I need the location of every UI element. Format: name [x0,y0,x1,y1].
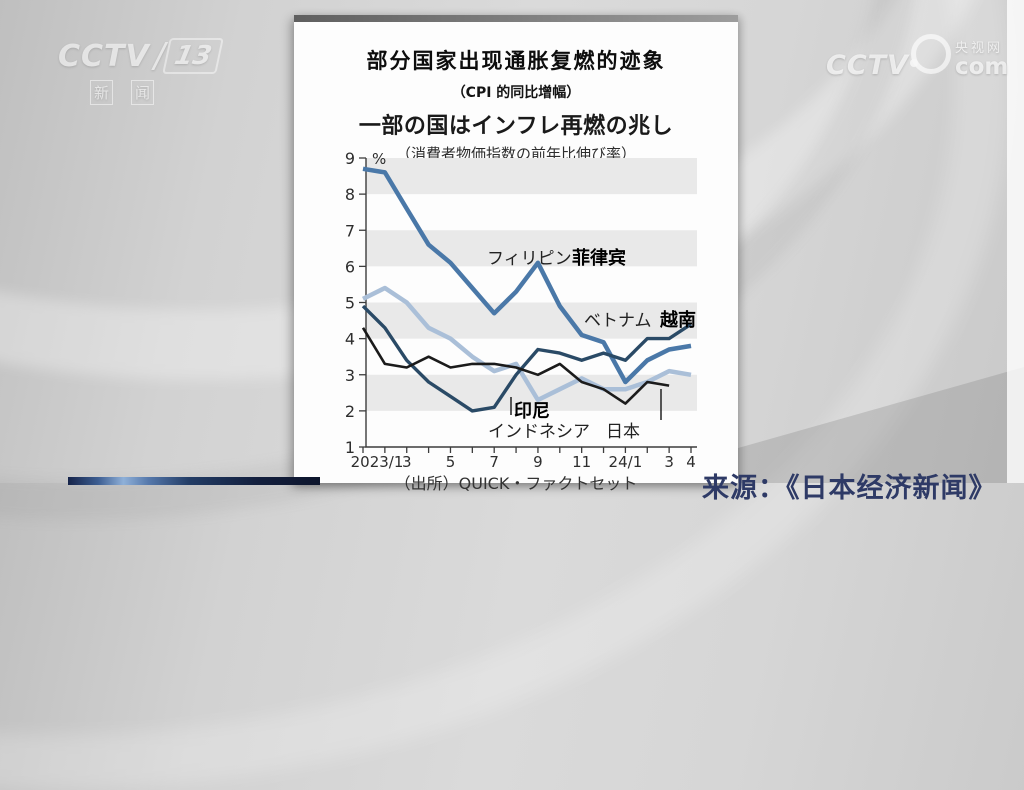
x-axis-label: 4 [686,453,696,471]
site-name: 央视网 [954,41,1003,56]
site-domain: com [954,54,1009,80]
cctv-wordmark: CCTV [826,50,909,81]
y-axis-label: 1 [345,438,355,457]
x-axis-label: 9 [533,453,543,471]
series-line-vietnam [361,304,692,413]
source-caption-zh: 来源：《日本经济新闻》 [702,473,997,504]
chart-subtitle-zh: （CPI 的同比增幅） [451,85,581,101]
x-axis-label: 2023/1 [351,453,404,471]
x-axis-label: 5 [446,453,456,471]
cctvcom-text: 央视网 com [954,41,1009,80]
series-annotation: 菲律宾 [572,247,626,269]
series-annotation: ベトナム [584,311,652,331]
chart-title-zh: 部分国家出现通胀复燃的迹象 [366,49,666,73]
lower-third-ticker-edge [68,477,320,485]
channel-name-char: 闻 [131,80,155,105]
x-axis-label: 24/1 [609,453,643,471]
x-axis-label: 3 [664,453,674,471]
y-axis-label: 4 [345,330,355,349]
channel-name-char: 新 [90,80,114,105]
cctv-wordmark: CCTV [58,38,150,74]
y-axis-label: 9 [345,149,355,168]
series-annotation: インドネシア [488,422,590,442]
x-axis-label: 3 [402,453,412,471]
grid-band [366,158,697,195]
cctv13-logo: CCTV / 13 新 闻 [58,36,225,105]
series-line-japan [361,327,670,405]
cctv13-logo-row: CCTV / 13 [58,36,225,76]
x-axis-label: 7 [489,453,499,471]
series-annotation: 越南 [659,309,696,331]
series-annotation: フィリピン [487,249,572,269]
series-line-philippines [362,166,692,385]
cctvcom-watermark: CCTV 央视网 com [826,34,1009,81]
channel-name: 新 闻 [90,80,220,105]
y-axis-label: 8 [345,185,355,204]
chart-source-ja: （出所）QUICK・ファクトセット [394,474,638,493]
panel-top-edge [294,15,738,22]
y-axis-label: 5 [345,294,355,313]
y-axis-label: 6 [345,257,355,276]
chart-title-ja: 一部の国はインフレ再燃の兆し [358,114,674,139]
cctvcom-dot-icon [909,59,918,67]
series-line-indonesia [361,285,692,403]
y-axis-unit: % [372,150,386,168]
series-annotation: 印尼 [514,401,550,422]
logo-slash: / [153,36,166,76]
y-axis-label: 3 [345,366,355,385]
cctvcom-ring-icon [909,34,951,74]
y-axis-label: 2 [345,402,355,421]
channel-number: 13 [162,38,225,74]
y-axis-label: 7 [345,221,355,240]
x-axis-label: 11 [572,453,591,471]
series-annotation: 日本 [606,422,640,442]
background-right-strip [1007,0,1024,483]
